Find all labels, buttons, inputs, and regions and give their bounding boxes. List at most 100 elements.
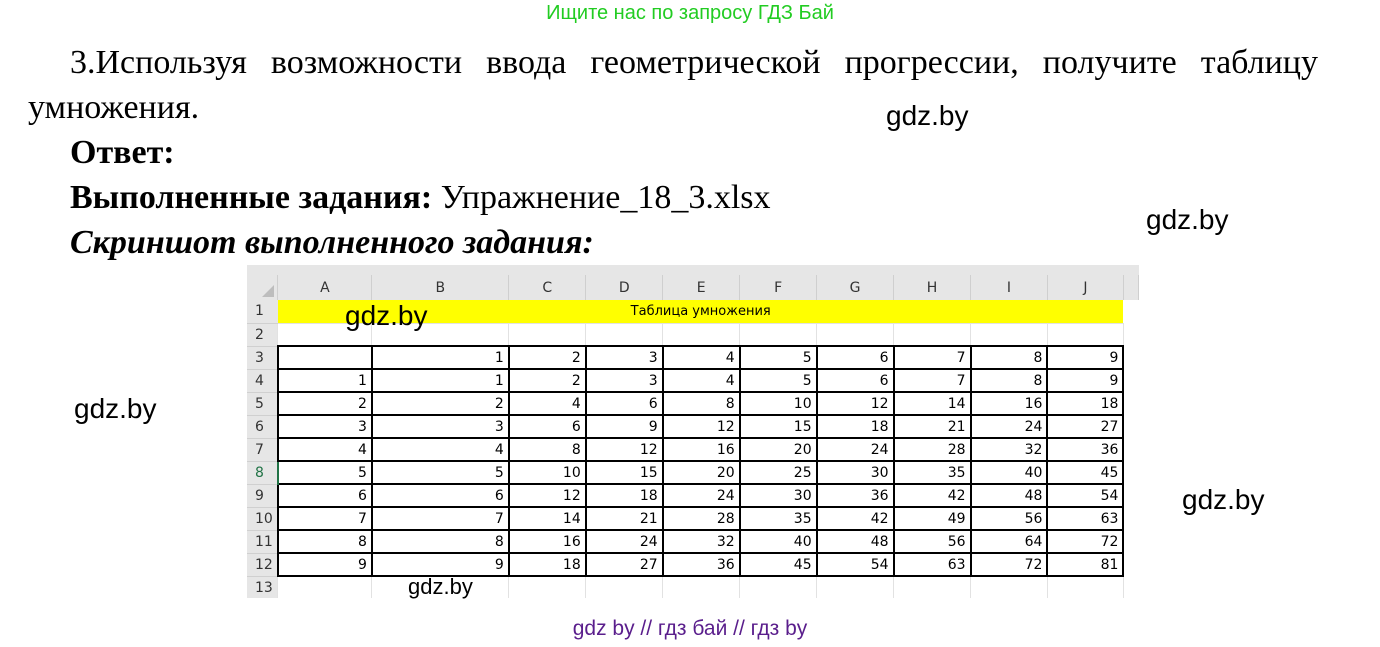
cell[interactable]: 5 [370, 460, 510, 485]
cell[interactable]: 18 [584, 483, 664, 508]
cell[interactable]: 72 [969, 552, 1049, 577]
cell[interactable]: 12 [584, 437, 664, 462]
cell[interactable]: 16 [661, 437, 741, 462]
cell[interactable]: 35 [892, 460, 972, 485]
cell[interactable] [816, 322, 895, 347]
cell[interactable]: 24 [815, 437, 895, 462]
cell[interactable]: 6 [584, 391, 664, 416]
row-header[interactable]: 1 [247, 300, 278, 324]
cell[interactable]: 5 [738, 345, 818, 370]
cell[interactable]: 7 [370, 506, 510, 531]
row-header[interactable]: 5 [247, 392, 278, 416]
column-header-C[interactable]: C [508, 275, 587, 300]
row-header[interactable]: 12 [247, 553, 278, 577]
row-header[interactable]: 3 [247, 346, 278, 370]
cell[interactable]: 64 [969, 529, 1049, 554]
column-header-J[interactable]: J [1047, 275, 1124, 300]
cell[interactable]: 18 [507, 552, 587, 577]
cell[interactable]: 8 [661, 391, 741, 416]
cell[interactable]: 36 [1046, 437, 1125, 462]
row-header[interactable]: 8 [247, 461, 279, 485]
cell[interactable]: 24 [584, 529, 664, 554]
cell[interactable] [276, 345, 373, 370]
cell[interactable]: 56 [969, 506, 1049, 531]
cell[interactable]: 9 [276, 552, 373, 577]
cell[interactable]: 63 [1046, 506, 1125, 531]
row-header[interactable]: 2 [247, 323, 278, 347]
cell[interactable]: 6 [815, 368, 895, 393]
row-header[interactable]: 6 [247, 415, 278, 439]
cell[interactable]: 6 [815, 345, 895, 370]
cell[interactable]: 6 [507, 414, 587, 439]
column-header-D[interactable]: D [585, 275, 664, 300]
cell[interactable]: 8 [507, 437, 587, 462]
cell[interactable]: 1 [370, 345, 510, 370]
column-header-B[interactable]: B [371, 275, 510, 300]
cell[interactable]: 54 [815, 552, 895, 577]
cell[interactable]: 28 [892, 437, 972, 462]
cell[interactable]: 32 [969, 437, 1049, 462]
cell[interactable]: 8 [969, 368, 1049, 393]
cell[interactable]: 48 [815, 529, 895, 554]
cell[interactable] [1046, 322, 1124, 347]
cell[interactable]: 3 [584, 345, 664, 370]
cell[interactable]: 24 [661, 483, 741, 508]
cell[interactable]: 36 [815, 483, 895, 508]
cell[interactable]: 1 [276, 368, 373, 393]
row-header[interactable]: 9 [247, 484, 278, 508]
column-header-F[interactable]: F [739, 275, 818, 300]
cell[interactable]: 40 [969, 460, 1049, 485]
cell[interactable]: 18 [815, 414, 895, 439]
cell[interactable]: 81 [1046, 552, 1125, 577]
cell[interactable]: 3 [370, 414, 510, 439]
cell[interactable]: 12 [507, 483, 587, 508]
column-header-I[interactable]: I [970, 275, 1048, 300]
cell[interactable]: 15 [738, 414, 818, 439]
cell[interactable]: 2 [507, 345, 587, 370]
cell[interactable]: 2 [276, 391, 373, 416]
cell[interactable]: 9 [1046, 345, 1125, 370]
row-header[interactable]: 4 [247, 369, 278, 393]
cell[interactable]: 2 [507, 368, 587, 393]
cell[interactable]: 14 [507, 506, 587, 531]
cell[interactable]: 42 [892, 483, 972, 508]
row-header[interactable]: 13 [247, 576, 278, 598]
cell[interactable]: 5 [276, 460, 373, 485]
cell[interactable] [585, 322, 664, 347]
cell[interactable]: 8 [969, 345, 1049, 370]
cell[interactable]: 6 [276, 483, 373, 508]
cell[interactable] [277, 322, 373, 347]
cell[interactable]: 16 [507, 529, 587, 554]
cell[interactable]: 54 [1046, 483, 1125, 508]
cell[interactable]: 15 [584, 460, 664, 485]
row-header[interactable]: 10 [247, 507, 278, 531]
cell[interactable]: 5 [738, 368, 818, 393]
cell[interactable]: 30 [738, 483, 818, 508]
cell[interactable] [662, 575, 741, 598]
column-header-H[interactable]: H [893, 275, 972, 300]
cell[interactable]: 9 [1046, 368, 1125, 393]
cell[interactable]: 8 [370, 529, 510, 554]
cell[interactable]: 32 [661, 529, 741, 554]
cell[interactable] [277, 575, 373, 598]
cell[interactable]: 36 [661, 552, 741, 577]
cell[interactable]: 3 [584, 368, 664, 393]
cell[interactable] [739, 322, 818, 347]
cell[interactable] [662, 322, 741, 347]
cell[interactable]: 9 [370, 552, 510, 577]
cell[interactable] [739, 575, 818, 598]
cell[interactable]: 10 [738, 391, 818, 416]
cell[interactable]: 12 [661, 414, 741, 439]
column-header-G[interactable]: G [816, 275, 895, 300]
cell[interactable]: 7 [276, 506, 373, 531]
cell[interactable]: 14 [892, 391, 972, 416]
cell[interactable]: 10 [507, 460, 587, 485]
cell[interactable]: 4 [276, 437, 373, 462]
cell[interactable]: 25 [738, 460, 818, 485]
cell[interactable]: 48 [969, 483, 1049, 508]
cell[interactable] [508, 322, 587, 347]
cell[interactable]: 28 [661, 506, 741, 531]
cell[interactable]: 21 [584, 506, 664, 531]
cell[interactable]: 4 [370, 437, 510, 462]
cell[interactable] [585, 575, 664, 598]
